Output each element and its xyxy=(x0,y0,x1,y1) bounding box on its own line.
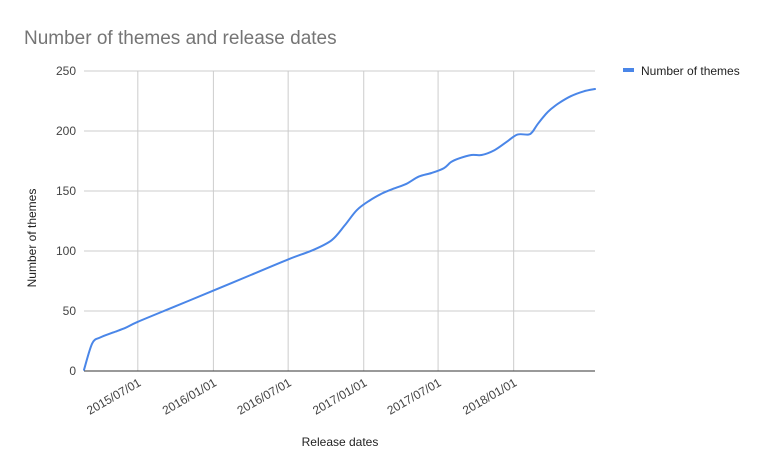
series-layer xyxy=(83,88,596,371)
x-tick-label: 2016/07/01 xyxy=(235,375,294,417)
y-tick-label: 250 xyxy=(56,64,76,78)
grid xyxy=(84,70,595,371)
y-tick-label: 50 xyxy=(63,304,77,318)
y-tick-label: 0 xyxy=(69,364,76,378)
series-line-0 xyxy=(83,88,596,371)
legend-label: Number of themes xyxy=(641,64,740,78)
x-tick-label: 2017/01/01 xyxy=(310,375,369,417)
y-tick-label: 150 xyxy=(56,184,76,198)
x-axis-ticks: 2015/07/01 2016/01/01 2016/07/01 2017/01/01… xyxy=(84,375,519,417)
y-tick-label: 100 xyxy=(56,244,76,258)
x-tick-label: 2016/01/01 xyxy=(160,375,219,417)
legend-swatch xyxy=(623,68,634,72)
x-tick-label: 2018/01/01 xyxy=(460,375,519,417)
x-tick-label: 2015/07/01 xyxy=(84,375,143,417)
y-tick-label: 200 xyxy=(56,124,76,138)
y-axis-ticks: 0 50 100 150 200 250 xyxy=(56,64,76,378)
legend: Number of themes xyxy=(623,64,740,78)
y-axis-title: Number of themes xyxy=(25,189,39,288)
x-axis-title: Release dates xyxy=(302,435,379,449)
chart-title: Number of themes and release dates xyxy=(24,28,337,49)
x-tick-label: 2017/07/01 xyxy=(385,375,444,417)
